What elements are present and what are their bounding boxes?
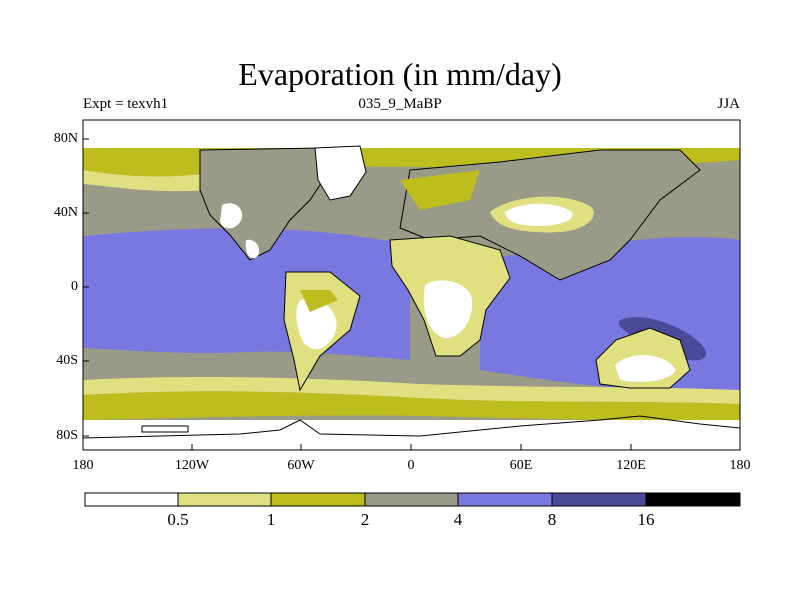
sa-olive-region — [300, 290, 338, 312]
antarctic-shelf — [141, 425, 189, 433]
experiment-label: Expt = texvh1 — [83, 96, 169, 112]
arctic-dry-band — [83, 120, 740, 148]
lon-tick-label: 60W — [287, 458, 315, 473]
colorbar — [84, 492, 741, 507]
map-field — [83, 120, 740, 450]
sa-dry-region — [296, 298, 337, 350]
europe-olive-region — [400, 170, 480, 210]
axis-ticks — [83, 138, 632, 450]
greenland — [314, 145, 367, 201]
lat-tick-label: 80N — [53, 131, 78, 146]
south-olive-band — [83, 391, 740, 421]
na-dry-region — [220, 203, 243, 229]
lat-tick-label: 40N — [53, 205, 78, 220]
colorbar-swatch — [177, 492, 272, 507]
colorbar-label: 8 — [547, 510, 557, 529]
central-asia-dry — [505, 203, 573, 226]
lat-tick-label: 80S — [56, 428, 78, 443]
lon-tick-label: 60E — [509, 458, 533, 473]
map-title: Evaporation (in mm/day) — [238, 56, 562, 92]
north-yellow-band — [83, 170, 220, 192]
colorbar-swatch — [84, 492, 179, 507]
africa-dry-region — [423, 280, 473, 339]
colorbar-swatch — [270, 492, 366, 507]
mexico-dry-region — [245, 239, 260, 259]
period-label: 035_9_MaBP — [358, 96, 442, 112]
lon-tick-label: 180 — [72, 458, 94, 473]
south-yellow-band — [83, 377, 740, 404]
australia-dry-region — [615, 354, 676, 382]
antarctica-coast — [83, 415, 740, 439]
lon-tick-label: 180 — [729, 458, 751, 473]
lon-tick-label: 0 — [407, 458, 415, 473]
colorbar-swatch — [364, 492, 459, 507]
colorbar-label: 4 — [453, 510, 463, 529]
colorbar-swatch — [645, 492, 741, 507]
colorbar-label: 2 — [360, 510, 370, 529]
lat-tick-label: 0 — [71, 279, 78, 294]
colorbar-swatch — [457, 492, 553, 507]
lon-tick-label: 120W — [174, 458, 210, 473]
season-label: JJA — [717, 96, 740, 112]
lat-tick-label: 40S — [56, 353, 78, 368]
colorbar-label: 16 — [637, 510, 655, 529]
lon-tick-label: 120E — [616, 458, 646, 473]
colorbar-label: 1 — [266, 510, 276, 529]
colorbar-swatch — [551, 492, 647, 507]
colorbar-label: 0.5 — [167, 510, 189, 529]
